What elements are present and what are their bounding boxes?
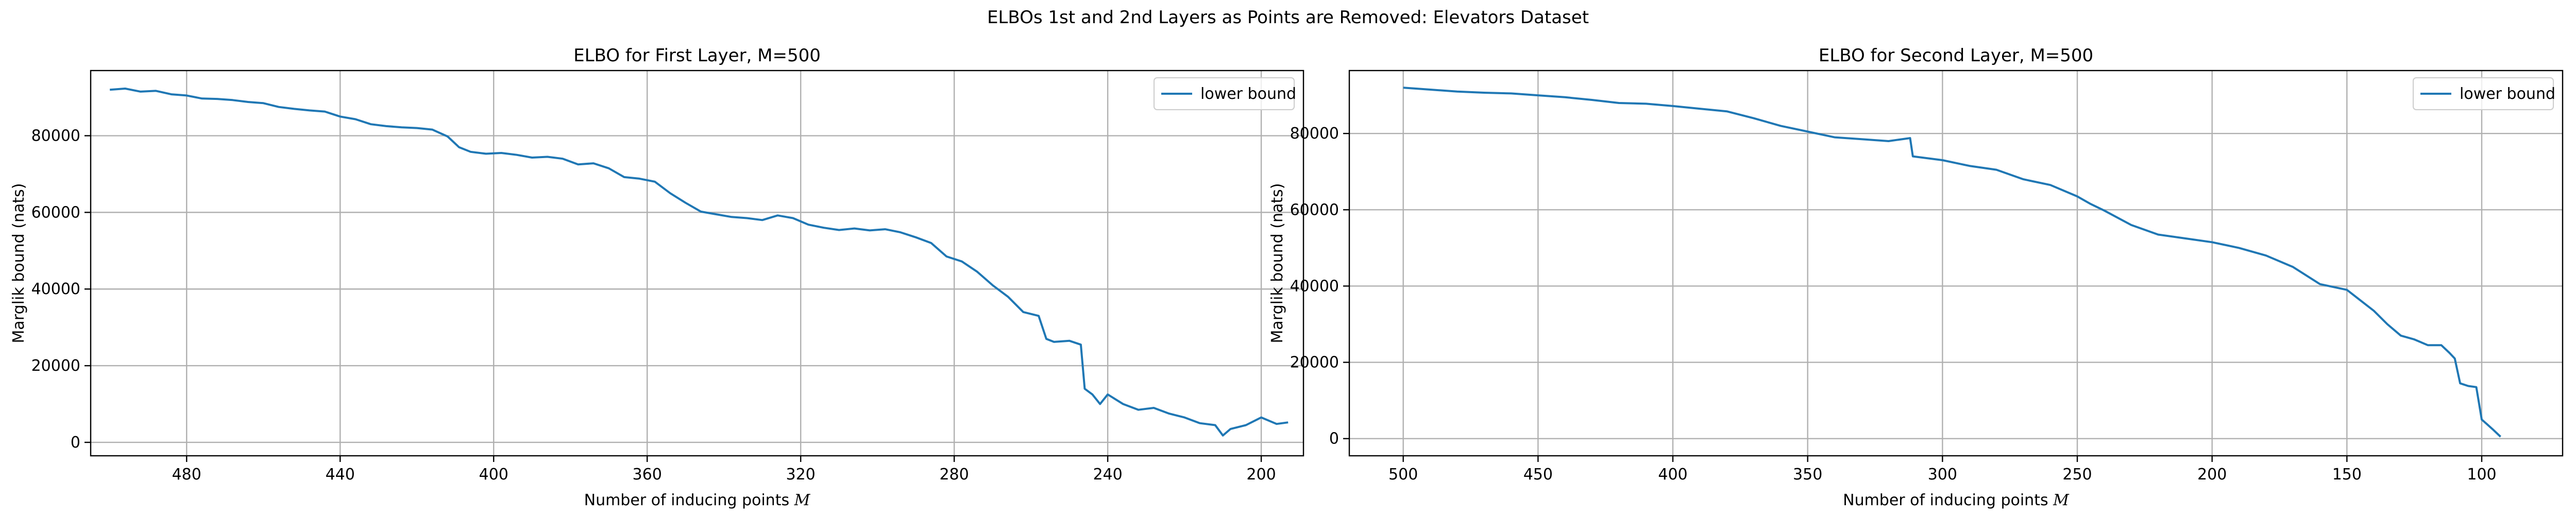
x-tick-label: 150 (2332, 466, 2362, 484)
y-tick-label: 40000 (1290, 277, 1339, 295)
x-tick-label: 360 (633, 466, 662, 484)
x-tick-label: 280 (939, 466, 969, 484)
plot-frame (90, 70, 1304, 457)
x-tick-label: 500 (1388, 466, 1418, 484)
legend-box (1154, 77, 1295, 110)
x-tick-label: 200 (2197, 466, 2227, 484)
y-tick-label: 20000 (1290, 354, 1339, 372)
y-tick-label: 40000 (31, 280, 80, 298)
x-axis-label: Number of inducing points M (1843, 491, 2070, 509)
x-tick-label: 320 (786, 466, 816, 484)
plot-frame (1348, 70, 2564, 457)
x-tick-label: 440 (326, 466, 355, 484)
series-line-lower-bound (110, 88, 1289, 437)
x-tick-label: 400 (1658, 466, 1687, 484)
x-axis-label: Number of inducing points M (584, 491, 811, 509)
x-tick-label: 350 (1793, 466, 1822, 484)
x-tick-label: 400 (479, 466, 509, 484)
chart-title: ELBO for Second Layer, M=500 (1819, 45, 2093, 66)
x-tick-label: 250 (2062, 466, 2092, 484)
y-tick-label: 0 (71, 434, 80, 452)
chart-second-layer: 500 450 400 350 300 250 200 150 100 0 20000 40000 60… (1268, 45, 2564, 509)
y-tick-label: 0 (1329, 430, 1339, 448)
legend-label: lower bound (2460, 85, 2555, 103)
x-tick-label: 200 (1246, 466, 1276, 484)
figure-suptitle: ELBOs 1st and 2nd Layers as Points are R… (987, 7, 1589, 28)
x-tick-label: 300 (1928, 466, 1957, 484)
y-axis-label: Marglik bound (nats) (1268, 183, 1286, 344)
x-tick-label: 480 (172, 466, 201, 484)
y-tick-label: 60000 (31, 203, 80, 221)
legend-box (2413, 77, 2554, 110)
legend: lower bound (1154, 77, 1296, 110)
y-tick-label: 80000 (31, 127, 80, 145)
series-line-lower-bound (1403, 87, 2501, 438)
chart-title: ELBO for First Layer, M=500 (573, 45, 821, 66)
x-tick-label: 100 (2467, 466, 2496, 484)
y-tick-label: 60000 (1290, 201, 1339, 219)
legend-label: lower bound (1200, 85, 1296, 103)
chart-first-layer: 480 440 400 360 320 280 240 200 0 20000 40000 60000… (10, 45, 1304, 509)
legend: lower bound (2413, 77, 2555, 110)
y-tick-label: 80000 (1290, 125, 1339, 143)
x-tick-label: 450 (1523, 466, 1553, 484)
y-tick-label: 20000 (31, 357, 80, 375)
y-axis-label: Marglik bound (nats) (10, 183, 28, 344)
x-tick-label: 240 (1093, 466, 1122, 484)
